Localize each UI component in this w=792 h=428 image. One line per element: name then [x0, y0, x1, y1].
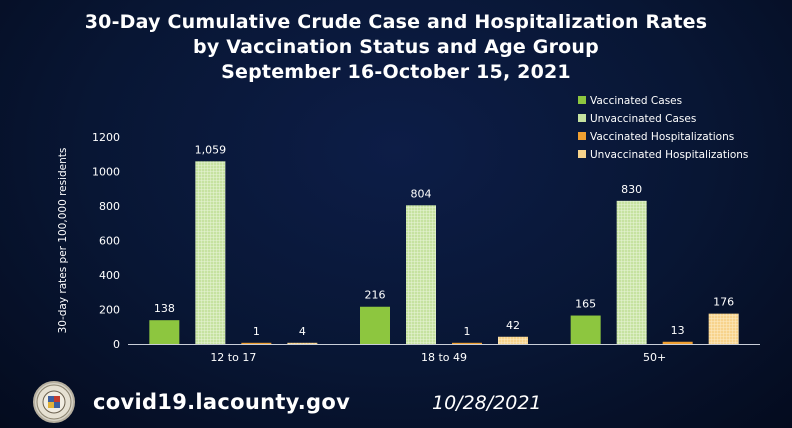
footer-date: 10/28/2021: [432, 392, 542, 414]
bar-1-2: [616, 200, 647, 344]
bar-0-2: [570, 315, 601, 344]
chart-title: 30-Day Cumulative Crude Case and Hospita…: [0, 10, 792, 85]
legend-swatch-0: [578, 96, 586, 104]
y-tick-label-1000: 1000: [92, 166, 120, 179]
y-axis: 0 200 400 600 800 1000 1200 30-day rates per 10…: [57, 131, 760, 351]
legend-label-0: Vaccinated Cases: [590, 95, 682, 107]
title-line-3: September 16-October 15, 2021: [221, 61, 571, 83]
y-tick-label-1200: 1200: [92, 131, 120, 144]
footer-url: covid19.lacounty.gov: [93, 390, 351, 414]
data-label-2-2: 13: [671, 324, 685, 337]
bar-1-1: [406, 205, 436, 344]
legend-swatch-3: [578, 150, 586, 158]
bar-3-1: [498, 336, 528, 344]
data-label-1-0: 1,059: [195, 143, 227, 156]
x-tick-label-2: 50+: [643, 351, 666, 364]
bar-2-2: [662, 341, 693, 344]
data-label-0-1: 216: [365, 289, 386, 302]
legend-swatch-1: [578, 114, 586, 122]
bars-group: 138 1,059 1 4 12 to 17 216 804 1 42 18 to 49 165 83…: [149, 143, 739, 364]
data-label-1-1: 804: [411, 187, 432, 200]
county-seal-logo: [33, 381, 75, 423]
data-label-2-1: 1: [464, 325, 471, 338]
bar-2-0: [241, 342, 272, 344]
bar-0-1: [360, 306, 390, 344]
bar-2-1: [452, 342, 482, 344]
bar-3-2: [708, 313, 739, 344]
legend-label-2: Vaccinated Hospitalizations: [590, 131, 734, 143]
legend-label-1: Unvaccinated Cases: [590, 113, 696, 125]
legend-swatch-2: [578, 132, 586, 140]
y-tick-label-400: 400: [99, 269, 120, 282]
y-tick-label-800: 800: [99, 200, 120, 213]
x-tick-label-0: 12 to 17: [210, 351, 256, 364]
y-tick-label-600: 600: [99, 235, 120, 248]
data-label-3-2: 176: [713, 296, 734, 309]
title-line-2: by Vaccination Status and Age Group: [193, 36, 599, 58]
title-line-1: 30-Day Cumulative Crude Case and Hospita…: [84, 11, 708, 33]
y-tick-label-200: 200: [99, 304, 120, 317]
legend-label-3: Unvaccinated Hospitalizations: [590, 149, 748, 161]
data-label-3-1: 42: [506, 319, 520, 332]
data-label-3-0: 4: [299, 325, 306, 338]
data-label-2-0: 1: [253, 325, 260, 338]
data-label-0-2: 165: [575, 298, 596, 311]
x-tick-label-1: 18 to 49: [421, 351, 467, 364]
bar-0-0: [149, 320, 180, 344]
legend: Vaccinated Cases Unvaccinated Cases Vaccin…: [578, 95, 748, 161]
bar-3-0: [287, 342, 318, 344]
seal-icon: [36, 384, 72, 420]
bar-1-0: [195, 161, 226, 344]
data-label-1-2: 830: [621, 183, 642, 196]
y-axis-label: 30-day rates per 100,000 residents: [57, 148, 69, 334]
y-tick-label-0: 0: [113, 338, 120, 351]
data-label-0-0: 138: [154, 302, 175, 315]
